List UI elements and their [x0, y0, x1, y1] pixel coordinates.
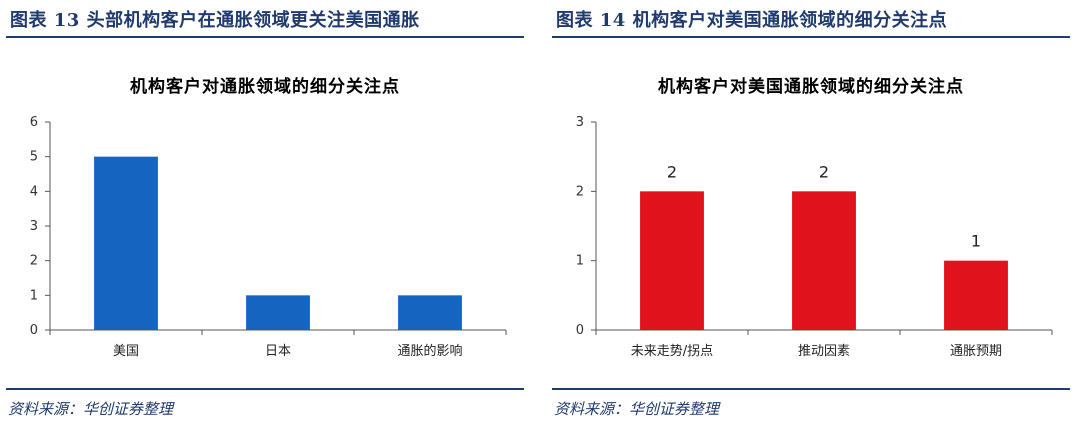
title-rule	[552, 36, 1070, 38]
y-tick-label: 2	[30, 254, 38, 269]
y-tick-label: 0	[30, 323, 38, 338]
source-note: 资料来源：华创证券整理	[8, 400, 174, 418]
bar	[94, 156, 158, 330]
bar	[944, 260, 1008, 330]
y-tick-label: 6	[30, 115, 38, 130]
data-label: 1	[971, 232, 981, 251]
bar	[792, 191, 856, 330]
category-label: 日本	[265, 344, 291, 359]
footer-rule	[6, 388, 524, 390]
y-tick-label: 0	[576, 323, 584, 338]
figure-14-panel: 图表 14 机构客户对美国通胀领域的细分关注点 机构客户对美国通胀领域的细分关注…	[552, 0, 1072, 430]
category-label: 推动因素	[798, 344, 850, 359]
y-tick-label: 1	[576, 254, 584, 269]
y-tick-label: 3	[30, 219, 38, 234]
y-tick-label: 2	[576, 184, 584, 199]
data-label: 2	[819, 162, 829, 181]
y-tick-label: 5	[30, 150, 38, 165]
y-tick-label: 1	[30, 288, 38, 303]
chart-title: 机构客户对美国通胀领域的细分关注点	[658, 77, 964, 97]
figure-13-panel: 图表 13 头部机构客户在通胀领域更关注美国通胀 机构客户对通胀领域的细分关注点…	[6, 0, 526, 430]
figure-title: 图表 14 机构客户对美国通胀领域的细分关注点	[556, 10, 948, 31]
category-label: 通胀预期	[950, 344, 1002, 359]
y-tick-label: 3	[576, 115, 584, 130]
bar	[640, 191, 704, 330]
bar-chart-left: 0 1 2 3 4 5 6 美国 日本 通胀的影响	[30, 115, 507, 359]
source-note: 资料来源：华创证券整理	[554, 400, 720, 418]
category-label: 美国	[113, 344, 139, 359]
figure-title: 图表 13 头部机构客户在通胀领域更关注美国通胀	[10, 10, 420, 31]
title-rule	[6, 36, 524, 38]
y-tick-label: 4	[30, 184, 38, 199]
category-label: 通胀的影响	[397, 343, 462, 359]
footer-rule	[552, 388, 1070, 390]
chart-title: 机构客户对通胀领域的细分关注点	[130, 77, 400, 97]
bar-chart-right: 0 1 2 3 未来走势/拐点 2 推动因素 2 通胀预期 1	[576, 115, 1053, 359]
bar	[246, 295, 310, 330]
category-label: 未来走势/拐点	[631, 343, 713, 359]
bar	[398, 295, 462, 330]
data-label: 2	[667, 162, 677, 181]
